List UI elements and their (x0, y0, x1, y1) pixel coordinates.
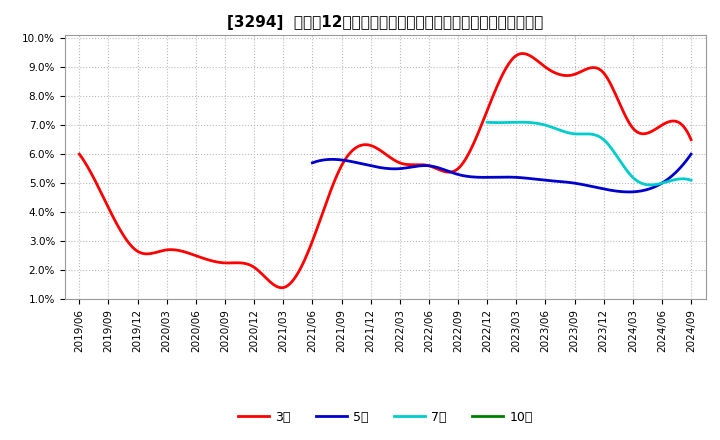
7年 (516, 120, 524, 125)
5年 (625, 189, 634, 194)
3年 (451, 168, 460, 173)
Line: 5年: 5年 (312, 154, 691, 192)
5年 (310, 160, 318, 165)
Title: [3294]  売上高12か月移動合計の対前年同期増減率の平均値の推移: [3294] 売上高12か月移動合計の対前年同期増減率の平均値の推移 (227, 15, 544, 30)
3年 (441, 169, 450, 174)
Legend: 3年, 5年, 7年, 10年: 3年, 5年, 7年, 10年 (233, 406, 538, 429)
7年 (656, 181, 665, 186)
3年 (634, 130, 642, 135)
5年 (540, 177, 549, 183)
3年 (77, 154, 86, 160)
7年 (687, 178, 696, 183)
5年 (652, 183, 661, 188)
7年 (483, 120, 492, 125)
7年 (669, 177, 678, 183)
3年 (687, 137, 696, 142)
7年 (608, 147, 617, 153)
Line: 7年: 7年 (487, 122, 691, 185)
7年 (484, 120, 492, 125)
7年 (604, 142, 613, 147)
7年 (646, 182, 654, 187)
Line: 3年: 3年 (79, 54, 691, 288)
3年 (519, 51, 528, 56)
5年 (629, 189, 637, 194)
3年 (75, 151, 84, 157)
5年 (532, 176, 541, 182)
3年 (278, 285, 287, 290)
3年 (595, 66, 603, 72)
7年 (605, 143, 613, 148)
5年 (534, 177, 542, 182)
5年 (687, 151, 696, 157)
5年 (308, 160, 317, 165)
3年 (439, 169, 448, 174)
